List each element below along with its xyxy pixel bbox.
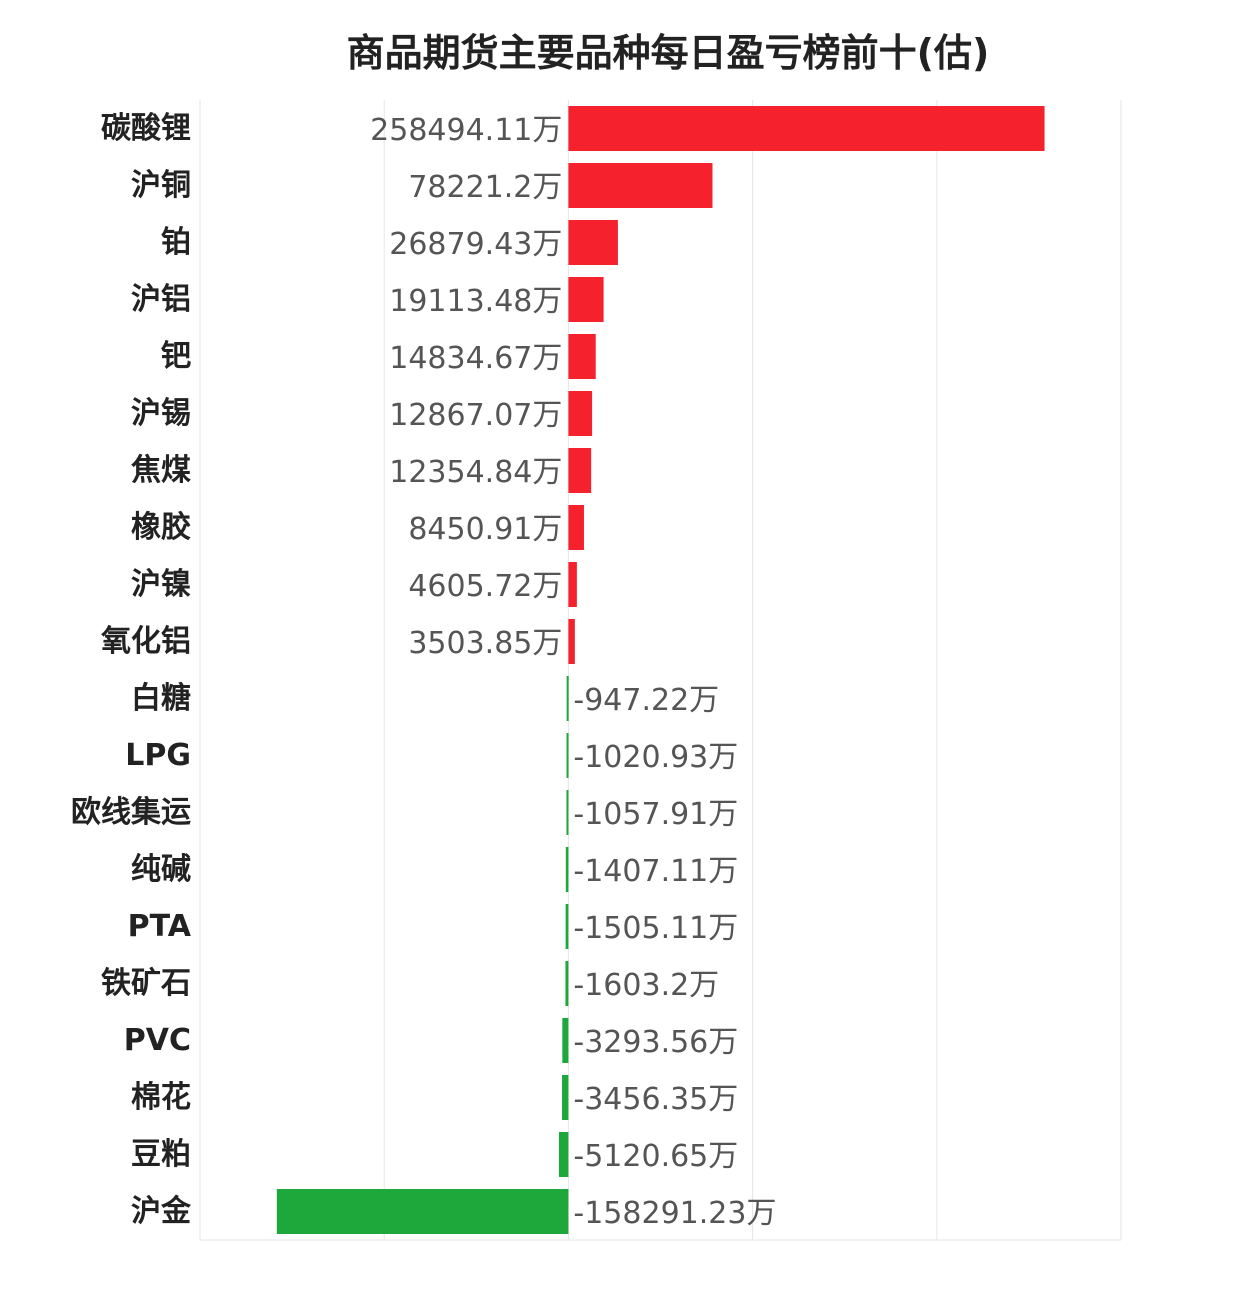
value-label: 8450.91万 [408,512,562,547]
category-label: 焦煤 [131,453,191,488]
category-label: 豆粕 [131,1137,191,1172]
bar-layer [276,106,1045,1234]
category-label: 沪铜 [131,168,191,203]
category-label: 白糖 [131,681,191,716]
value-label: 14834.67万 [389,341,562,376]
value-label: -1407.11万 [573,854,738,889]
bar [276,1189,569,1234]
chart-title: 商品期货主要品种每日盈亏榜前十(估) [346,31,990,75]
value-label: 78221.2万 [408,170,562,205]
category-label: 沪锡 [131,396,191,431]
category-label: 钯 [161,339,191,374]
category-label: 铂 [161,225,191,260]
value-label: -1603.2万 [573,968,719,1003]
category-label: 欧线集运 [71,795,191,830]
category-label: 沪铝 [131,282,191,317]
value-label: 12354.84万 [389,455,562,490]
value-label: 4605.72万 [408,569,562,604]
bar [568,220,618,265]
value-label: 12867.07万 [389,398,562,433]
value-label: -947.22万 [573,683,719,718]
bar [562,1018,569,1063]
value-label: 3503.85万 [408,626,562,661]
value-label: 19113.48万 [389,284,562,319]
bar [562,1075,569,1120]
category-label: PVC [124,1023,191,1058]
value-label: -158291.23万 [573,1196,776,1231]
category-label: 氧化铝 [101,624,191,659]
bar [565,847,569,892]
category-label: 铁矿石 [101,966,191,1001]
value-label: -5120.65万 [573,1139,738,1174]
category-label: 橡胶 [131,510,191,545]
value-label: -1505.11万 [573,911,738,946]
bar [568,391,593,436]
bar [568,334,596,379]
bar [568,619,575,664]
category-label: 沪镍 [131,567,191,602]
bar [566,676,569,721]
value-label: 26879.43万 [389,227,562,262]
bar [568,505,584,550]
bar [558,1132,569,1177]
value-label: -1057.91万 [573,797,738,832]
category-label: LPG [125,738,191,773]
bar [568,163,713,208]
category-label: 棉花 [131,1080,191,1115]
bar [565,904,569,949]
bar [566,790,569,835]
bar [568,106,1045,151]
category-label: PTA [128,909,192,944]
bar [568,562,577,607]
value-label: 258494.11万 [370,113,562,148]
bar [565,961,569,1006]
value-label: -1020.93万 [573,740,738,775]
bar [568,277,604,322]
category-label: 碳酸锂 [101,111,191,146]
grid-layer [199,100,1122,1241]
value-label: -3456.35万 [573,1082,738,1117]
bar [568,448,592,493]
bar [566,733,569,778]
category-label: 纯碱 [131,852,191,887]
value-label: -3293.56万 [573,1025,738,1060]
category-label: 沪金 [131,1194,192,1229]
